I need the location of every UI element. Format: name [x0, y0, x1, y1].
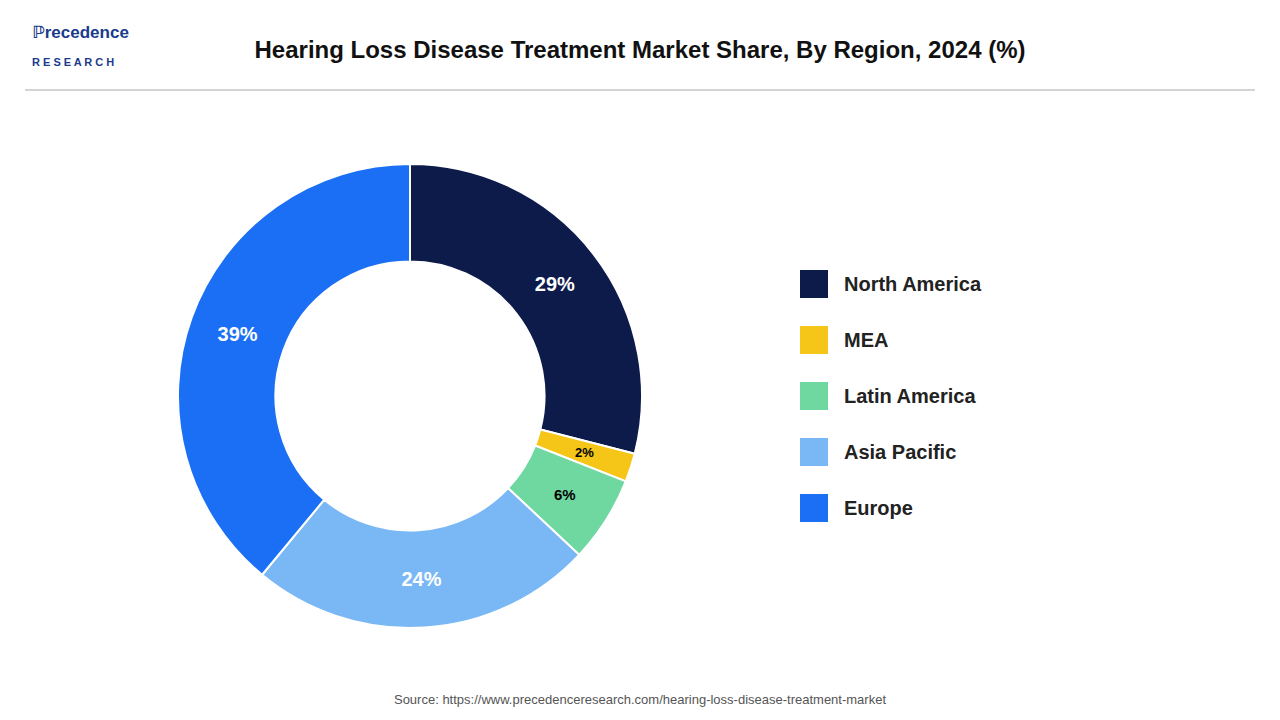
data-label: 2% — [575, 445, 594, 460]
source-text: Source: https://www.precedenceresearch.c… — [394, 692, 886, 707]
title-rule — [25, 89, 1255, 90]
chart-title: Hearing Loss Disease Treatment Market Sh… — [255, 36, 1026, 63]
donut-slice — [178, 164, 410, 575]
data-label: 6% — [554, 486, 576, 503]
data-label: 24% — [401, 568, 441, 590]
legend-label: North America — [844, 273, 982, 295]
legend-swatch — [800, 382, 828, 410]
legend-swatch — [800, 494, 828, 522]
logo-text: ℙrecedence — [32, 23, 129, 42]
legend-label: Asia Pacific — [844, 441, 956, 463]
legend-label: Europe — [844, 497, 913, 519]
page: {"chart_data": {"type": "donut", "title"… — [0, 0, 1280, 720]
data-label: 39% — [218, 323, 258, 345]
legend-swatch — [800, 270, 828, 298]
legend-swatch — [800, 326, 828, 354]
legend-label: MEA — [844, 329, 888, 351]
legend-swatch — [800, 438, 828, 466]
data-label: 29% — [535, 273, 575, 295]
legend-label: Latin America — [844, 385, 976, 407]
chart-container: ℙrecedence R E S E A R C H Hearing Loss Di… — [0, 0, 1280, 720]
data-labels: 29% 2% 6% 24% 39% — [218, 273, 595, 590]
chart-svg: ℙrecedence R E S E A R C H Hearing Loss Di… — [0, 0, 1280, 720]
background — [0, 0, 1280, 720]
donut-slice — [410, 164, 642, 454]
donut-slices — [178, 164, 642, 628]
legend: North America MEA Latin America Asia Pacifi… — [800, 270, 982, 522]
logo-subtext: R E S E A R C H — [32, 56, 114, 68]
